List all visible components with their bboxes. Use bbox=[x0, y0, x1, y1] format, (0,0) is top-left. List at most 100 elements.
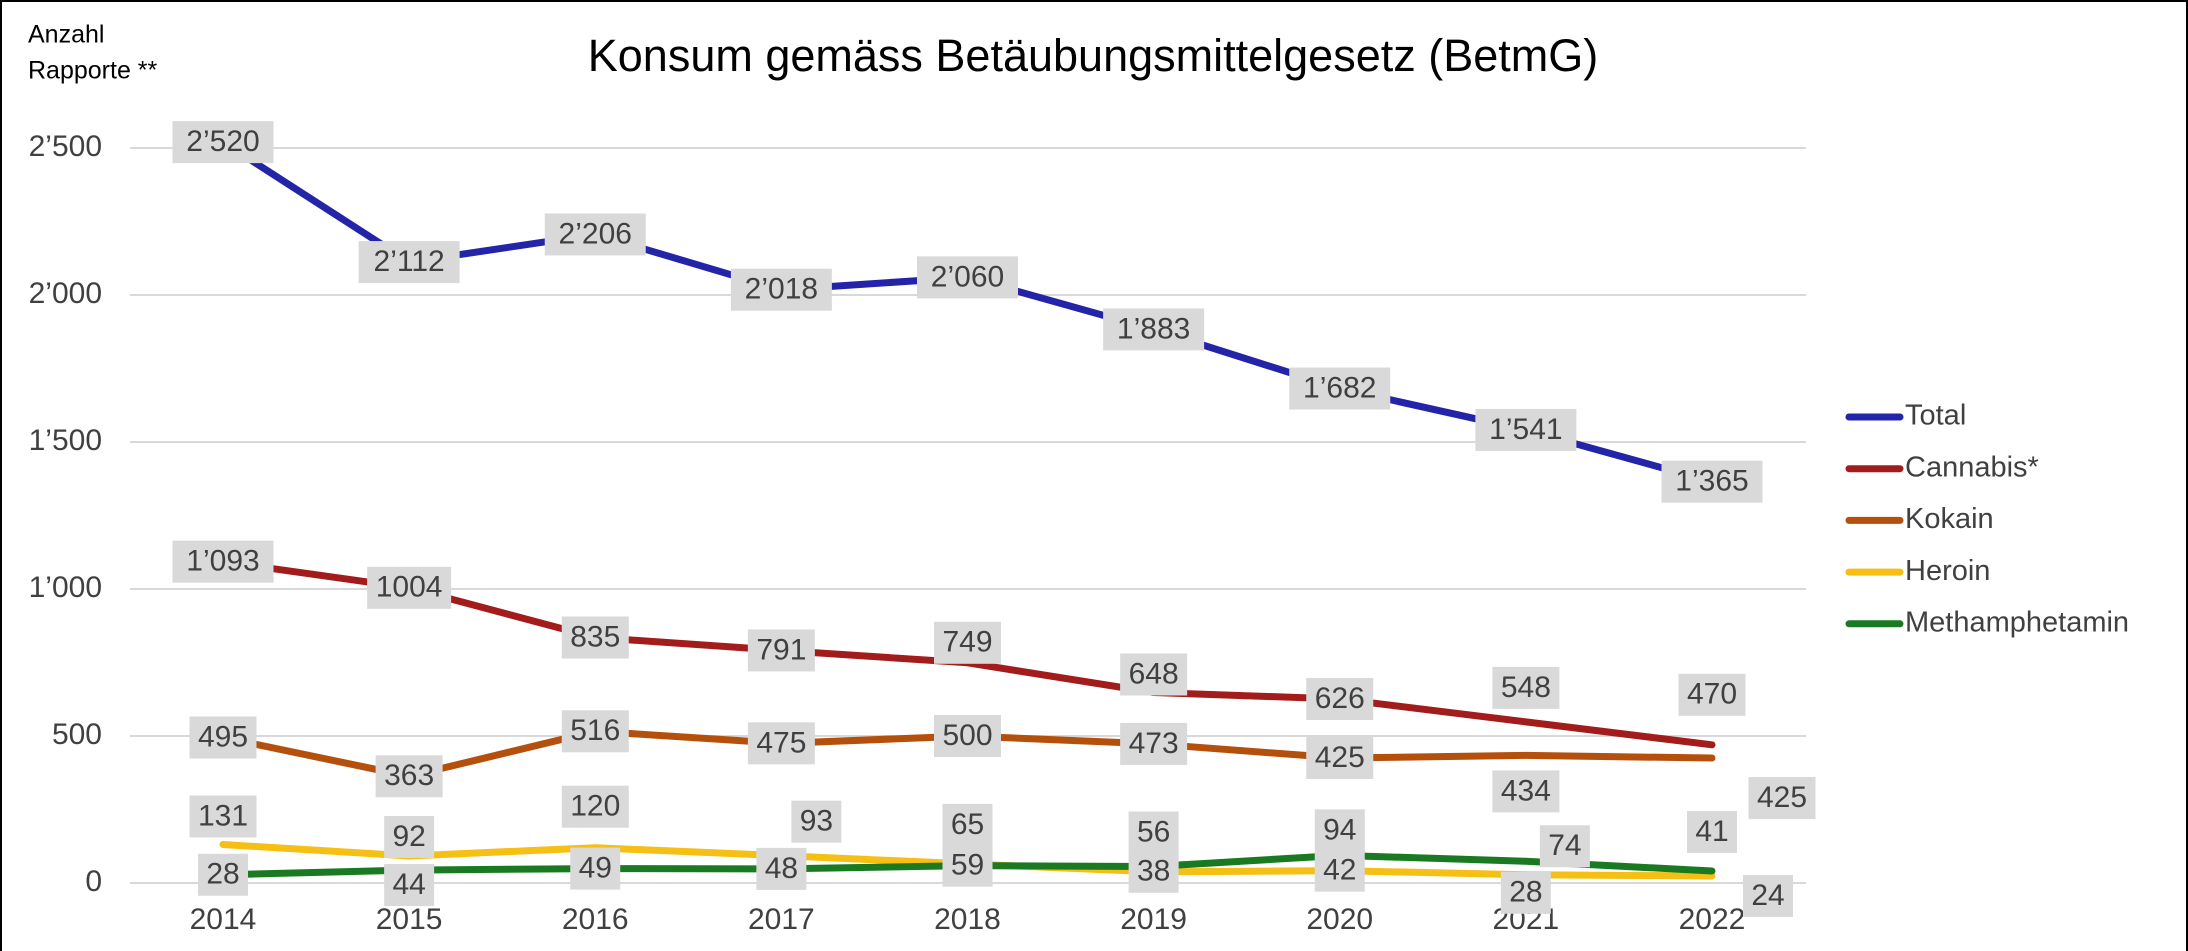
data-label: 470 bbox=[1687, 678, 1737, 711]
chart-title: Konsum gemäss Betäubungsmittelgesetz (Be… bbox=[588, 30, 1598, 81]
data-label: 495 bbox=[198, 720, 248, 753]
data-label: 1’093 bbox=[186, 545, 259, 578]
data-label-box bbox=[730, 268, 832, 311]
data-label-box bbox=[756, 847, 807, 890]
data-label-box bbox=[172, 540, 274, 583]
data-label: 2’520 bbox=[186, 125, 259, 158]
y-tick-label: 500 bbox=[52, 718, 102, 751]
data-label: 131 bbox=[198, 799, 248, 832]
data-label-box bbox=[934, 715, 1001, 757]
data-label-box bbox=[561, 616, 629, 659]
data-label-box bbox=[1748, 777, 1816, 820]
data-label-box bbox=[198, 853, 248, 896]
y-tick-label: 1’000 bbox=[29, 571, 102, 604]
data-label-box bbox=[1128, 850, 1179, 893]
data-label: 74 bbox=[1548, 829, 1581, 862]
x-tick-label: 2019 bbox=[1120, 903, 1187, 936]
data-label: 42 bbox=[1323, 854, 1356, 887]
data-label: 28 bbox=[206, 858, 239, 891]
data-label-box bbox=[561, 785, 629, 828]
data-label-box bbox=[1120, 653, 1188, 696]
legend-label: Total bbox=[1905, 400, 1966, 432]
y-tick-label: 2’000 bbox=[29, 277, 102, 310]
data-label: 475 bbox=[756, 726, 806, 759]
data-label: 2’018 bbox=[745, 273, 818, 306]
data-label-box bbox=[1475, 408, 1577, 451]
data-label: 49 bbox=[579, 852, 612, 885]
data-label: 500 bbox=[942, 719, 992, 752]
data-label: 1’541 bbox=[1489, 413, 1562, 446]
data-label-box bbox=[1306, 677, 1374, 720]
data-label-box bbox=[1314, 809, 1365, 852]
data-label-box bbox=[189, 716, 257, 759]
x-tick-label: 2020 bbox=[1306, 903, 1373, 936]
data-label: 2’060 bbox=[931, 260, 1004, 293]
x-tick-label: 2016 bbox=[562, 903, 629, 936]
data-label: 1’682 bbox=[1303, 371, 1376, 404]
data-label: 1004 bbox=[376, 571, 443, 604]
data-label-box bbox=[384, 815, 435, 858]
legend-label: Heroin bbox=[1905, 555, 1990, 587]
data-label: 92 bbox=[392, 820, 425, 853]
data-label-box bbox=[1743, 874, 1793, 917]
y-axis-label: Anzahl bbox=[28, 21, 104, 49]
data-label-box bbox=[1120, 722, 1188, 765]
data-label: 38 bbox=[1137, 855, 1170, 888]
data-label-box bbox=[934, 621, 1001, 664]
data-label: 835 bbox=[570, 620, 620, 653]
data-label-box bbox=[570, 847, 621, 890]
y-tick-label: 1’500 bbox=[29, 424, 102, 457]
x-tick-label: 2022 bbox=[1679, 903, 1746, 936]
data-label: 473 bbox=[1129, 727, 1179, 760]
y-tick-label: 0 bbox=[85, 865, 102, 898]
data-label-box bbox=[1289, 367, 1391, 410]
data-label: 93 bbox=[800, 805, 833, 838]
data-label-box bbox=[561, 710, 629, 753]
data-label: 28 bbox=[1509, 876, 1542, 909]
data-label: 1’883 bbox=[1117, 312, 1190, 345]
data-label: 434 bbox=[1501, 774, 1551, 807]
x-tick-label: 2014 bbox=[190, 903, 257, 936]
data-label: 41 bbox=[1695, 815, 1728, 848]
data-label-box bbox=[384, 864, 435, 907]
legend-label: Cannabis* bbox=[1905, 451, 2039, 483]
data-label-box bbox=[1128, 811, 1179, 854]
data-label: 626 bbox=[1315, 682, 1365, 715]
data-label: 791 bbox=[756, 633, 806, 666]
data-label-box bbox=[1306, 737, 1374, 780]
data-label: 2’112 bbox=[374, 245, 445, 278]
data-label-box bbox=[1500, 871, 1551, 914]
data-label: 516 bbox=[570, 714, 620, 747]
y-tick-label: 2’500 bbox=[29, 130, 102, 163]
data-label-box bbox=[791, 800, 842, 843]
data-label-box bbox=[1539, 825, 1590, 868]
data-label-box bbox=[358, 241, 460, 284]
data-label: 44 bbox=[392, 868, 425, 901]
data-label: 749 bbox=[942, 626, 992, 659]
x-tick-label: 2018 bbox=[934, 903, 1001, 936]
data-label: 1’365 bbox=[1675, 465, 1748, 498]
data-label-box bbox=[189, 795, 257, 838]
data-label-box bbox=[1661, 460, 1763, 503]
data-label: 2’206 bbox=[559, 217, 632, 250]
data-label-box bbox=[1103, 308, 1205, 351]
data-label: 56 bbox=[1137, 815, 1170, 848]
data-label: 548 bbox=[1501, 671, 1551, 704]
data-label: 94 bbox=[1323, 813, 1356, 846]
data-label: 363 bbox=[384, 759, 434, 792]
data-label: 48 bbox=[765, 852, 798, 885]
x-tick-label: 2017 bbox=[748, 903, 815, 936]
data-label-box bbox=[942, 803, 993, 846]
y-axis-label: Rapporte ** bbox=[28, 57, 158, 85]
data-label-box bbox=[544, 213, 646, 256]
data-label-box bbox=[1492, 770, 1560, 813]
data-label-box bbox=[747, 722, 815, 765]
data-label-box bbox=[1687, 810, 1737, 853]
data-label: 24 bbox=[1751, 879, 1784, 912]
data-label: 425 bbox=[1315, 741, 1365, 774]
data-label-box bbox=[1314, 849, 1365, 892]
data-label: 120 bbox=[570, 790, 620, 823]
data-label-box bbox=[172, 121, 274, 164]
